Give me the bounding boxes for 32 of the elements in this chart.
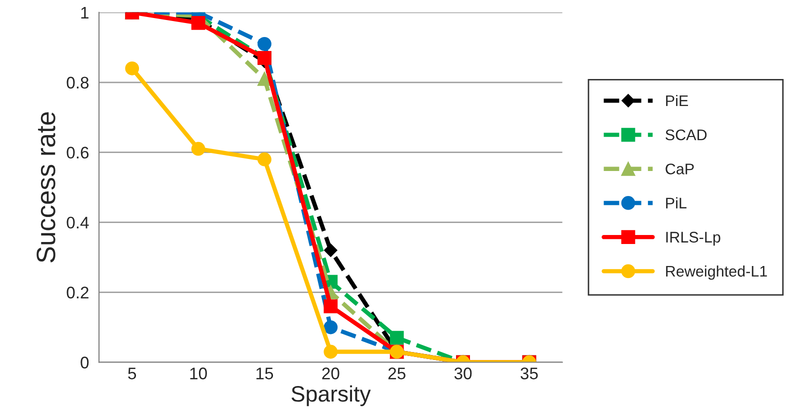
- legend-label: IRLS-Lp: [666, 232, 720, 246]
- x-tick-label: 25: [388, 368, 406, 380]
- y-tick-label: 0.2: [66, 286, 88, 298]
- legend-label: PiL: [666, 197, 686, 208]
- x-tick-label: 30: [454, 368, 472, 380]
- x-tick-label: 20: [322, 368, 340, 380]
- y-tick-label: 0.4: [66, 216, 89, 229]
- point: [324, 344, 338, 359]
- legend-label: Reweighted-L1: [666, 265, 767, 280]
- legend-label: CaP: [666, 164, 694, 174]
- x-axis-title: Sparsity: [292, 385, 371, 406]
- y-tick-label: 0.8: [66, 76, 89, 89]
- y-axis-title: Success rate: [36, 112, 56, 262]
- point: [191, 16, 206, 30]
- point: [191, 142, 206, 156]
- legend-label: SCAD: [666, 129, 707, 140]
- legend-label: PiE: [666, 94, 688, 106]
- y-tick-label: 0.6: [66, 146, 89, 159]
- point: [324, 320, 338, 334]
- x-tick-label: 5: [128, 368, 136, 380]
- x-tick-label: 35: [520, 368, 538, 380]
- point: [258, 152, 272, 166]
- y-tick-label: 0: [80, 356, 89, 368]
- point: [390, 330, 404, 345]
- y-tick-label: 1: [81, 6, 88, 18]
- x-tick-label: 10: [190, 368, 207, 380]
- point: [324, 244, 338, 257]
- point: [324, 299, 338, 314]
- x-tick-label: 15: [256, 368, 274, 380]
- point: [258, 36, 272, 51]
- point: [258, 72, 272, 86]
- point: [125, 61, 140, 76]
